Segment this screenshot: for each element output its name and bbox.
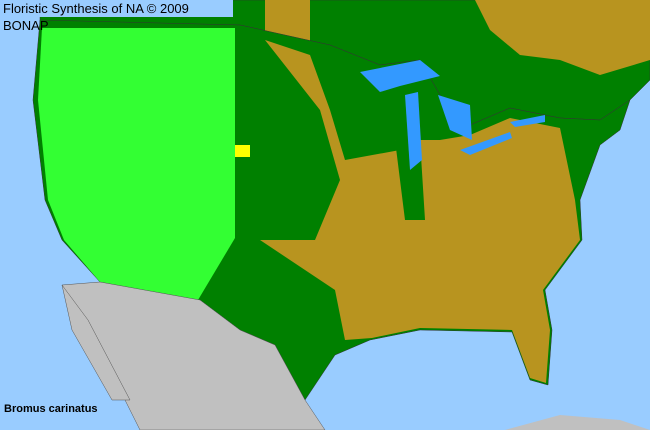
lake-michigan (405, 92, 422, 170)
canada-absent-east (475, 0, 650, 75)
cuba (505, 415, 650, 430)
lake-superior (360, 60, 440, 92)
rare-counties (235, 145, 250, 157)
lake-huron (438, 95, 472, 140)
map-title: Floristic Synthesis of NA © 2009 BONAP (0, 0, 233, 33)
western-counties-present (38, 28, 235, 300)
baja-california (61, 284, 131, 401)
species-label: Bromus carinatus (4, 403, 98, 415)
lake-erie (460, 132, 512, 155)
lake-ontario (510, 115, 545, 127)
